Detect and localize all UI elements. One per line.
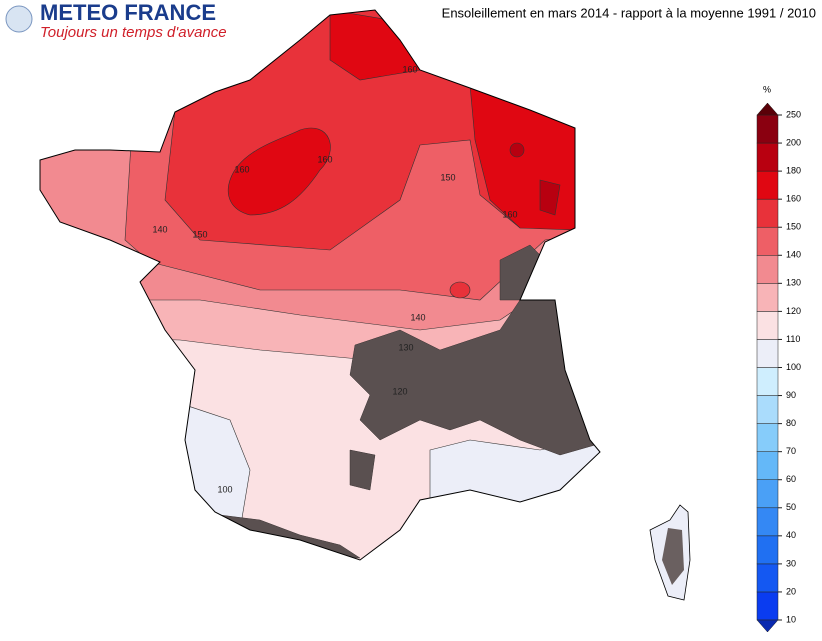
colorbar: 10 20 30 40 50 60 70 80 90 100 110 120 130 140 150 160 1… [756, 102, 801, 633]
colorbar-label: 20 [786, 586, 796, 596]
colorbar-bin [756, 563, 779, 593]
sunshine-zone [449, 281, 471, 299]
contour-label: 160 [502, 209, 517, 219]
colorbar-bin [756, 367, 779, 396]
colorbar-bin [756, 535, 779, 565]
legend-unit: % [763, 84, 771, 94]
colorbar-label: 130 [786, 278, 801, 288]
brand: METEO FRANCE [40, 0, 216, 25]
contour-label: 130 [398, 342, 413, 352]
sunshine-zone [429, 439, 600, 521]
sunshine-zone [509, 142, 525, 158]
colorbar-label: 70 [786, 446, 796, 456]
colorbar-label: 80 [786, 418, 796, 428]
colorbar-label: 110 [786, 334, 800, 344]
sunshine-zone [539, 179, 561, 216]
colorbar-label: 90 [786, 390, 796, 400]
colorbar-bin [756, 507, 779, 537]
colorbar-over [756, 102, 779, 116]
colorbar-bin [756, 479, 779, 509]
colorbar-bin [756, 395, 779, 424]
contour-label: 160 [234, 164, 249, 174]
colorbar-label: 120 [786, 306, 801, 316]
sunshine-zone [227, 127, 331, 216]
contour-label: 140 [410, 312, 425, 322]
map-title: Ensoleillement en mars 2014 - rapport à … [442, 5, 816, 20]
contour-label: 140 [152, 224, 167, 234]
colorbar-label: 250 [786, 109, 801, 119]
corsica [649, 504, 691, 601]
colorbar-bin [756, 451, 779, 480]
relief [662, 528, 684, 585]
colorbar-label: 10 [786, 614, 796, 624]
colorbar-label: 160 [786, 194, 801, 204]
sunshine-zone [329, 10, 421, 81]
colorbar-label: 180 [786, 165, 801, 175]
colorbar-label: 40 [786, 530, 796, 540]
logo-globe [5, 5, 33, 33]
relief [349, 449, 376, 491]
colorbar-label: 60 [786, 474, 796, 484]
colorbar-bin [756, 339, 779, 368]
colorbar-label: 140 [786, 250, 801, 260]
contour-label: 100 [217, 484, 232, 494]
contour-label: 120 [392, 386, 407, 396]
colorbar-label: 50 [786, 502, 796, 512]
colorbar-bin [756, 311, 779, 340]
colorbar-label: 150 [786, 222, 801, 232]
colorbar-label: 100 [786, 362, 801, 372]
france-map [40, 10, 600, 560]
colorbar-bin [756, 591, 779, 621]
relief [349, 299, 596, 456]
colorbar-bin [756, 283, 779, 312]
colorbar-under [756, 619, 779, 633]
colorbar-bin [756, 226, 779, 256]
colorbar-bin [756, 114, 779, 144]
contour-label: 160 [317, 154, 332, 164]
contour-label: 150 [440, 172, 455, 182]
colorbar-bin [756, 423, 779, 452]
colorbar-label: 200 [786, 137, 801, 147]
colorbar-bin [756, 170, 779, 200]
colorbar-bin [756, 142, 779, 172]
france-outline [39, 9, 601, 561]
colorbar-label: 30 [786, 558, 796, 568]
colorbar-bin [756, 255, 779, 284]
logo: METEO FRANCE Toujours un temps d'avance [5, 0, 227, 41]
contour-label: 160 [402, 64, 417, 74]
slogan: Toujours un temps d'avance [40, 24, 227, 41]
contour-label: 150 [192, 229, 207, 239]
colorbar-bin [756, 198, 779, 228]
